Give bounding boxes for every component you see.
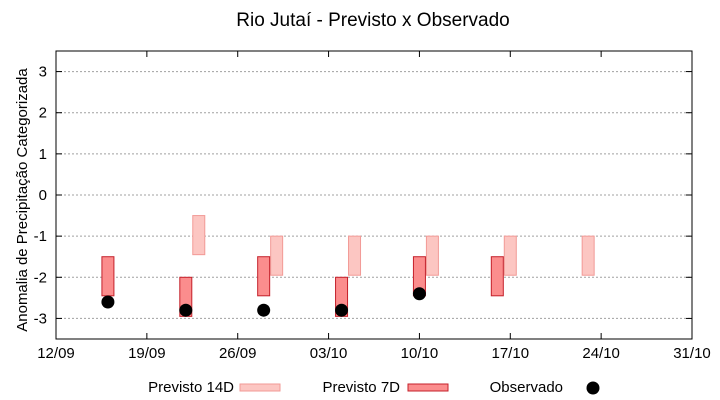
observed-point [179,303,193,317]
forecast-bar [101,256,115,297]
grid [56,71,692,319]
forecast-bar [257,256,271,297]
series [101,215,595,317]
chart-title: Rio Jutaí - Previsto x Observado [236,10,510,31]
x-tick-label: 31/10 [673,345,711,362]
y-tick-label: -3 [34,310,47,327]
x-tick-label: 19/09 [128,345,166,362]
observed-point [257,303,271,317]
legend-label: Previsto 7D [322,379,400,396]
y-tick-label: -2 [34,269,47,286]
legend: Previsto 14D Previsto 7D Observado [148,379,600,396]
observed-point [412,287,426,301]
y-tick-label: -1 [34,228,47,245]
observed-point [335,303,349,317]
legend-label: Previsto 14D [148,379,234,396]
forecast-bar [503,235,517,276]
y-tick-label: 3 [39,64,47,81]
observed-point [101,295,115,309]
x-tick-label: 17/10 [492,345,530,362]
legend-swatch [407,383,449,392]
y-axis-label: Anomalia de Precipitação Categorizada [14,68,31,332]
legend-swatch [239,383,281,392]
x-tick-label: 24/10 [582,345,620,362]
x-tick-label: 03/10 [310,345,348,362]
x-tick-label: 12/09 [37,345,75,362]
forecast-bar [348,235,362,276]
y-tick-label: 1 [39,146,47,163]
legend-label: Observado [490,379,563,396]
y-tick-label: 0 [39,187,47,204]
axis-ticks: 3 2 1 0 -1 -2 -3 12/09 19/09 26/09 03/10 10/10 17/10… [34,51,711,362]
legend-swatch [586,381,600,395]
y-tick-label: 2 [39,105,47,122]
x-tick-label: 10/10 [401,345,439,362]
x-tick-label: 26/09 [219,345,257,362]
forecast-bar [192,215,206,256]
forecast-bar [581,235,595,276]
forecast-bar [490,256,504,297]
forecast-bar [425,235,439,276]
forecast-bar [270,235,284,276]
